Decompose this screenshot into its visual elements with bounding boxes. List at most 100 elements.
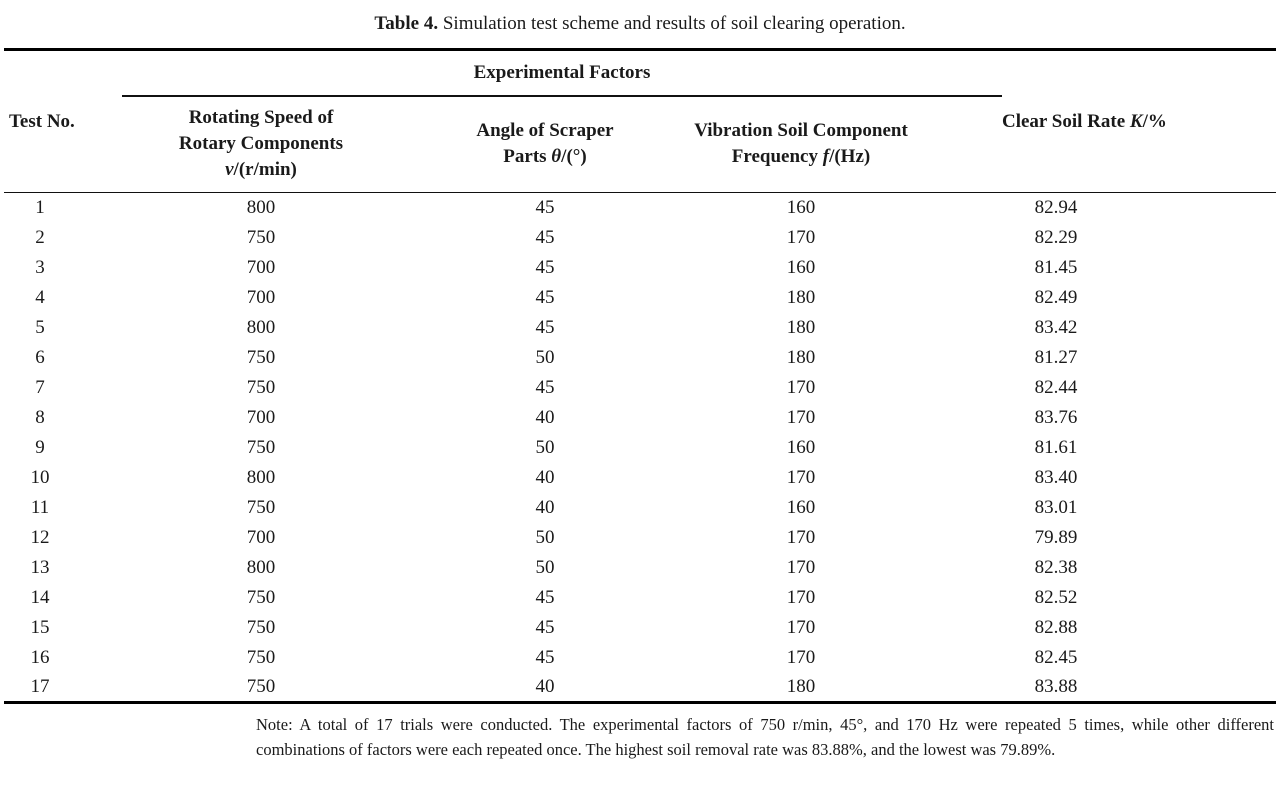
cell-frequency: 170 (786, 406, 816, 428)
cell-angle: 50 (535, 346, 555, 368)
header-row: Rotating Speed of Rotary Components v/(r… (4, 95, 1276, 193)
vibration-frequency-line1: Vibration Soil Component (694, 120, 908, 142)
cell-frequency: 170 (786, 556, 816, 578)
cell-no: 7 (35, 376, 45, 398)
cell-no: 9 (35, 436, 45, 458)
table-caption: Table 4. Simulation test scheme and resu… (0, 0, 1280, 36)
cell-frequency: 160 (786, 436, 816, 458)
table-row: 3 700 45 160 81.45 (4, 253, 1276, 283)
cell-no: 14 (30, 586, 50, 608)
vibration-frequency-line2: Frequency (731, 146, 818, 168)
cell-no: 1 (35, 196, 45, 218)
table-row: 14 750 45 170 82.52 (4, 583, 1276, 613)
table-body: 1 800 45 160 82.94 2 750 45 170 82.29 3 700 45 160 81.… (4, 193, 1276, 703)
cell-rate: 82.29 (1034, 226, 1078, 248)
scraper-angle-line2: Parts (503, 146, 547, 168)
cell-rate: 83.88 (1034, 675, 1078, 697)
cell-speed: 750 (246, 496, 276, 518)
rotating-speed-line1: Rotating Speed of (188, 107, 334, 129)
cell-rate: 82.49 (1034, 286, 1078, 308)
col-header-clear-soil-rate: Clear Soil Rate K/% (1002, 49, 1276, 193)
scraper-angle-unit: /(°) (561, 146, 587, 168)
cell-speed: 750 (246, 226, 276, 248)
cell-speed: 800 (246, 466, 276, 488)
cell-angle: 40 (535, 496, 555, 518)
cell-speed: 700 (246, 286, 276, 308)
table-row: 17 750 40 180 83.88 (4, 673, 1276, 703)
cell-rate: 83.40 (1034, 466, 1078, 488)
clear-soil-rate-variable: K (1129, 110, 1143, 132)
cell-no: 3 (35, 256, 45, 278)
cell-speed: 750 (246, 436, 276, 458)
table-note: Note: A total of 17 trials were conducte… (256, 715, 1274, 759)
cell-rate: 83.76 (1034, 406, 1078, 428)
cell-rate: 83.42 (1034, 316, 1078, 338)
scraper-angle-line1: Angle of Scraper (476, 120, 614, 142)
cell-no: 13 (30, 556, 50, 578)
col-header-rotating-speed: Rotating Speed of Rotary Components v/(r… (122, 95, 400, 193)
cell-frequency: 170 (786, 616, 816, 638)
table-row: 11 750 40 160 83.01 (4, 493, 1276, 523)
table-caption-text: Simulation test scheme and results of so… (442, 13, 906, 34)
cell-angle: 45 (535, 586, 555, 608)
cell-angle: 40 (535, 675, 555, 697)
cell-rate: 82.45 (1034, 646, 1078, 668)
cell-frequency: 160 (786, 196, 816, 218)
vibration-frequency-variable: f (822, 146, 830, 168)
cell-rate: 81.27 (1034, 346, 1078, 368)
cell-frequency: 170 (786, 226, 816, 248)
cell-rate: 82.38 (1034, 556, 1078, 578)
cell-angle: 45 (535, 616, 555, 638)
table-row: 13 800 50 170 82.38 (4, 553, 1276, 583)
cell-speed: 750 (246, 376, 276, 398)
col-group-header-experimental-factors: Experimental Factors (122, 49, 1002, 97)
cell-frequency: 160 (786, 496, 816, 518)
vibration-frequency-unit: /(Hz) (829, 146, 871, 168)
rotating-speed-unit: /(r/min) (233, 159, 297, 181)
cell-speed: 800 (246, 196, 276, 218)
cell-speed: 750 (246, 586, 276, 608)
table-row: 8 700 40 170 83.76 (4, 403, 1276, 433)
cell-frequency: 170 (786, 466, 816, 488)
cell-rate: 81.61 (1034, 436, 1078, 458)
cell-angle: 40 (535, 466, 555, 488)
cell-no: 2 (35, 226, 45, 248)
cell-angle: 45 (535, 226, 555, 248)
col-header-vibration-frequency: Vibration Soil Component Frequency f/(Hz… (690, 95, 1002, 193)
cell-rate: 83.01 (1034, 496, 1078, 518)
cell-angle: 45 (535, 256, 555, 278)
scraper-angle-variable: θ (551, 146, 562, 168)
col-header-scraper-angle: Angle of Scraper Parts θ/(°) (400, 95, 690, 193)
cell-angle: 40 (535, 406, 555, 428)
table-row: 2 750 45 170 82.29 (4, 223, 1276, 253)
table-row: 5 800 45 180 83.42 (4, 313, 1276, 343)
cell-speed: 700 (246, 256, 276, 278)
table-row: 9 750 50 160 81.61 (4, 433, 1276, 463)
cell-rate: 82.88 (1034, 616, 1078, 638)
cell-frequency: 170 (786, 586, 816, 608)
cell-speed: 700 (246, 526, 276, 548)
table-row: 7 750 45 170 82.44 (4, 373, 1276, 403)
cell-no: 11 (30, 496, 50, 518)
cell-speed: 750 (246, 646, 276, 668)
cell-no: 15 (30, 616, 50, 638)
cell-frequency: 170 (786, 376, 816, 398)
cell-frequency: 160 (786, 256, 816, 278)
cell-angle: 45 (535, 286, 555, 308)
table-row: 12 700 50 170 79.89 (4, 523, 1276, 553)
header-group-row: Test No. Experimental Factors Clear Soil… (4, 49, 1276, 193)
cell-no: 8 (35, 406, 45, 428)
table-row: 1 800 45 160 82.94 (4, 193, 1276, 223)
cell-no: 12 (30, 526, 50, 548)
cell-frequency: 180 (786, 675, 816, 697)
cell-no: 5 (35, 316, 45, 338)
cell-frequency: 170 (786, 526, 816, 548)
cell-angle: 45 (535, 646, 555, 668)
cell-frequency: 180 (786, 286, 816, 308)
cell-angle: 50 (535, 556, 555, 578)
cell-angle: 50 (535, 436, 555, 458)
cell-angle: 45 (535, 316, 555, 338)
cell-speed: 750 (246, 616, 276, 638)
cell-speed: 750 (246, 346, 276, 368)
